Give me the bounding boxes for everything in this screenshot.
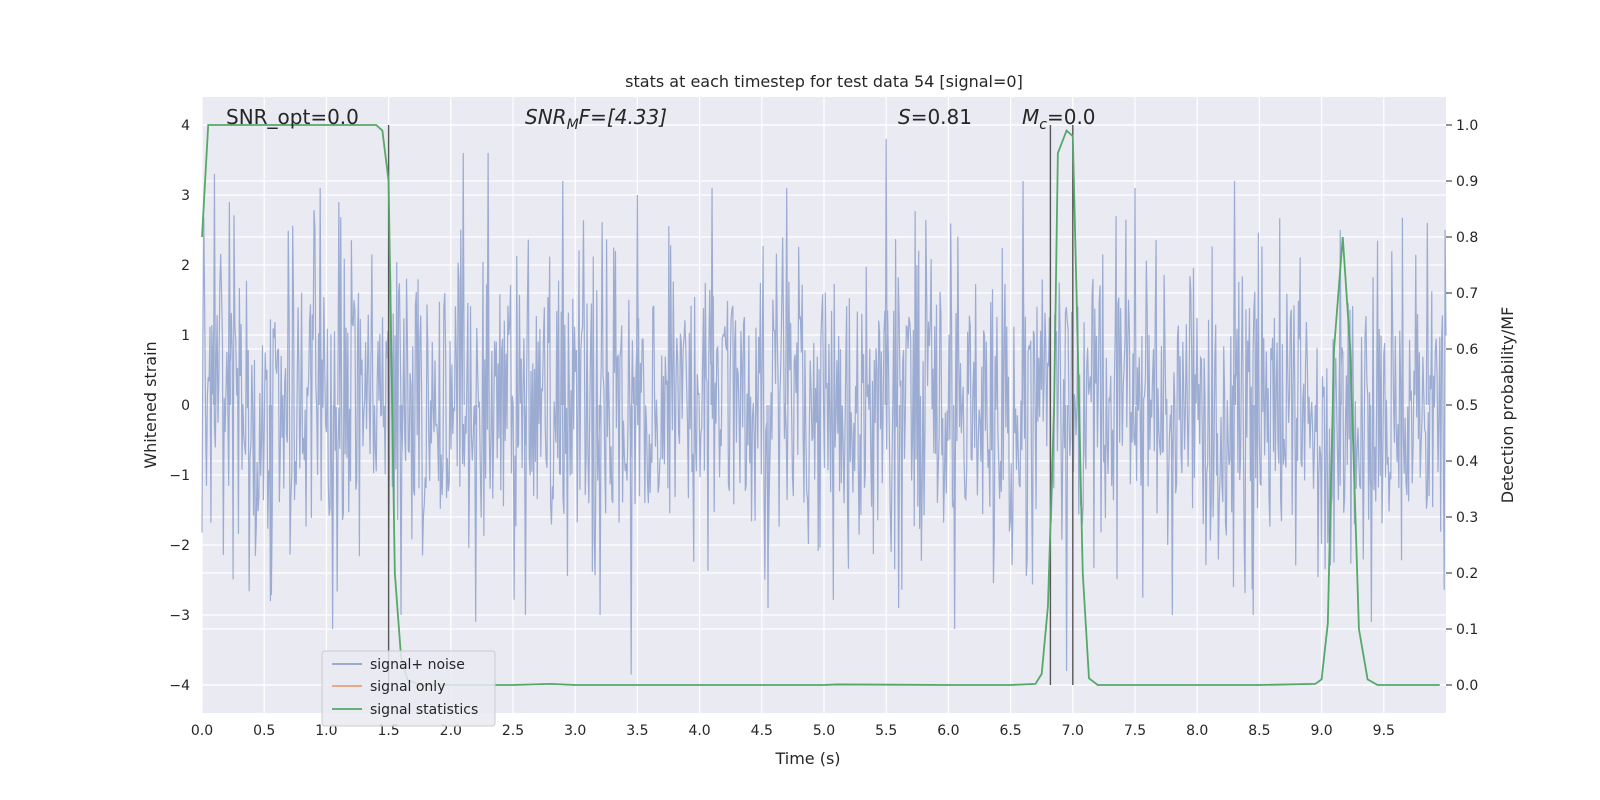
snr-mf-base: SNR xyxy=(525,105,567,129)
mc-sub: c xyxy=(1039,117,1047,133)
x-tick-label: 7.5 xyxy=(1124,723,1146,739)
legend: signal+ noise signal only signal statist… xyxy=(321,650,496,727)
series-signal-statistics xyxy=(201,124,1440,686)
y-tick-label: −4 xyxy=(169,678,190,694)
y2-tick-label: 1.0 xyxy=(1456,118,1478,134)
y-tick-label: 4 xyxy=(181,118,190,134)
mc-value: =0.0 xyxy=(1047,105,1096,129)
y2-tick-label: 0.5 xyxy=(1456,398,1478,414)
y2-tick-label: 0.0 xyxy=(1456,678,1478,694)
x-tick-labels: 0.0 0.5 1.0 1.5 2.0 2.5 3.0 3.5 4.0 4.5 5.0 5.5 6.0 6… xyxy=(191,723,1395,739)
x-tick-label: 1.0 xyxy=(315,723,337,739)
x-tick-label: 2.5 xyxy=(502,723,524,739)
x-tick-label: 8.0 xyxy=(1186,723,1208,739)
legend-box xyxy=(321,650,496,727)
annotation-snr-opt: SNR_opt=0.0 xyxy=(226,105,359,129)
y-tick-label: 0 xyxy=(181,398,190,414)
annotation-mc: Mc=0.0 xyxy=(1022,105,1096,133)
y-tick-label: −2 xyxy=(169,538,190,554)
y2-tick-labels: 0.0 0.1 0.2 0.3 0.4 0.5 0.6 0.7 0.8 0.9 1.0 xyxy=(1446,118,1478,694)
y2-tick-label: 0.2 xyxy=(1456,566,1478,582)
x-tick-label: 5.5 xyxy=(875,723,897,739)
annotation-snr-mf: SNRMF=[4.33] xyxy=(525,105,667,133)
legend-label-signal-statistics: signal statistics xyxy=(370,702,478,718)
x-tick-label: 8.5 xyxy=(1248,723,1270,739)
x-tick-label: 9.5 xyxy=(1373,723,1395,739)
x-axis-label: Time (s) xyxy=(774,749,840,768)
s-value: =0.81 xyxy=(911,105,972,129)
x-tick-label: 0.0 xyxy=(191,723,213,739)
x-tick-label: 3.0 xyxy=(564,723,586,739)
x-tick-label: 1.5 xyxy=(377,723,399,739)
x-tick-label: 9.0 xyxy=(1310,723,1332,739)
y2-tick-label: 0.9 xyxy=(1456,174,1478,190)
x-tick-label: 4.0 xyxy=(688,723,710,739)
x-tick-label: 2.0 xyxy=(440,723,462,739)
y2-tick-label: 0.7 xyxy=(1456,286,1478,302)
x-tick-label: 4.5 xyxy=(751,723,773,739)
y-tick-label: −3 xyxy=(169,608,190,624)
snr-mf-rest: F=[4.33] xyxy=(579,105,667,129)
y-axis-label: Whitened strain xyxy=(141,341,160,468)
y2-tick-label: 0.8 xyxy=(1456,230,1478,246)
y2-tick-label: 0.6 xyxy=(1456,342,1478,358)
y2-axis-label: Detection probability/MF xyxy=(1498,307,1517,504)
x-tick-label: 6.5 xyxy=(999,723,1021,739)
x-tick-label: 7.0 xyxy=(1062,723,1084,739)
annotation-s: S=0.81 xyxy=(898,105,972,129)
snr-mf-sub: M xyxy=(567,117,579,133)
x-tick-label: 6.0 xyxy=(937,723,959,739)
s-label: S xyxy=(898,105,911,129)
x-tick-label: 5.0 xyxy=(813,723,835,739)
series-signal-noise xyxy=(201,138,1447,675)
y2-tick-label: 0.3 xyxy=(1456,510,1478,526)
mc-label: M xyxy=(1022,105,1039,129)
chart-title: stats at each timestep for test data 54 … xyxy=(625,72,1023,91)
legend-label-signal-noise: signal+ noise xyxy=(370,657,465,673)
x-tick-label: 3.5 xyxy=(626,723,648,739)
y-tick-labels: −4 −3 −2 −1 0 1 2 3 4 xyxy=(169,118,190,694)
y-tick-label: 1 xyxy=(181,328,190,344)
y2-tick-label: 0.1 xyxy=(1456,622,1478,638)
x-tick-label: 0.5 xyxy=(253,723,275,739)
y-tick-label: −1 xyxy=(169,468,190,484)
noise-trace xyxy=(201,138,1447,675)
y2-tick-label: 0.4 xyxy=(1456,454,1478,470)
y-tick-label: 3 xyxy=(181,188,190,204)
y-tick-label: 2 xyxy=(181,258,190,274)
legend-label-signal-only: signal only xyxy=(370,679,445,695)
